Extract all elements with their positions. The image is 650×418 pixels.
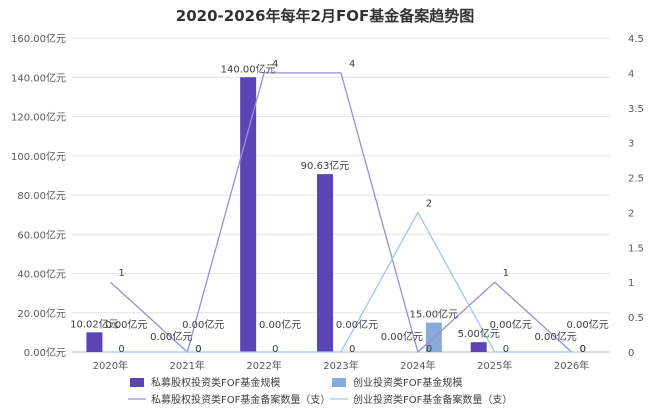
line-data-label: 0 (349, 344, 355, 355)
line-data-label: 1 (118, 268, 124, 279)
legend: 私募股权投资类FOF基金规模 创业投资类FOF基金规模私募股权投资类FOF基金备案… (128, 376, 512, 406)
line-data-label: 0 (426, 344, 432, 355)
line-data-label: 4 (272, 59, 278, 70)
bar-data-label: 0.00亿元 (490, 318, 532, 331)
lines-layer (109, 72, 573, 354)
line-vc-fof-count (110, 211, 572, 353)
legend-label: 私募股权投资类FOF基金备案数量（支） (151, 393, 330, 406)
x-tick-label: 2022年 (246, 359, 281, 372)
legend-swatch-bar (130, 378, 144, 387)
line-pe-fof-count (109, 72, 573, 354)
bar-data-label: 15.00亿元 (410, 308, 459, 321)
bar-data-label: 5.00亿元 (458, 327, 500, 340)
y-right-tick-label: 1.5 (628, 243, 644, 254)
bar-data-label: 0.00亿元 (336, 318, 378, 331)
bar-pe-fof-scale (86, 332, 103, 352)
line-data-label: 0 (580, 344, 586, 355)
y-left-tick-label: 140.00亿元 (11, 71, 66, 84)
bar-data-label: 0.00亿元 (534, 330, 576, 343)
y-right-tick-label: 2.5 (628, 174, 644, 185)
legend-label: 私募股权投资类FOF基金规模 (151, 376, 280, 389)
line-data-label: 0 (272, 344, 278, 355)
legend-label: 创业投资类FOF基金备案数量（支） (353, 393, 512, 406)
bar-data-label: 0.00亿元 (566, 318, 608, 331)
line-data-label: 0 (118, 344, 124, 355)
y-left-tick-label: 20.00亿元 (17, 307, 66, 320)
bar-data-label: 0.00亿元 (150, 330, 192, 343)
x-tick-label: 2023年 (323, 359, 358, 372)
line-data-label: 4 (349, 59, 355, 70)
bar-pe-fof-scale (470, 342, 487, 352)
bar-data-label: 90.63亿元 (301, 159, 350, 172)
bar-data-label: 140.00亿元 (221, 62, 276, 75)
y-left-tick-label: 80.00亿元 (17, 189, 66, 202)
line-data-label: 0 (503, 344, 509, 355)
x-tick-label: 2020年 (93, 359, 128, 372)
y-right-tick-label: 1 (628, 278, 634, 289)
x-tick-label: 2025年 (477, 359, 512, 372)
line-data-label: 1 (503, 268, 509, 279)
y-right-tick-label: 0 (628, 348, 634, 359)
line-data-label: 0 (195, 344, 201, 355)
bar-data-label: 0.00亿元 (259, 318, 301, 331)
chart-title: 2020-2026年每年2月FOF基金备案趋势图 (176, 7, 474, 25)
y-right-tick-label: 3 (628, 139, 634, 150)
y-left-tick-label: 60.00亿元 (17, 228, 66, 241)
y-left-tick-label: 40.00亿元 (17, 268, 66, 281)
legend-swatch-bar (332, 378, 346, 387)
left-axis: 0.00亿元 20.00亿元 40.00亿元 60.00亿元 80.00亿元 100.00… (11, 32, 66, 359)
bar-pe-fof-scale (317, 174, 333, 352)
y-left-tick-label: 160.00亿元 (11, 32, 66, 45)
x-tick-label: 2026年 (554, 359, 589, 372)
y-right-tick-label: 2 (628, 208, 634, 219)
line-data-label: 0 (580, 344, 586, 355)
line-data-label: 2 (426, 198, 432, 209)
right-axis: 0 0.5 1 1.5 2 2.5 3 3.5 4 4.5 (628, 34, 644, 359)
y-left-tick-label: 100.00亿元 (11, 150, 66, 163)
x-tick-label: 2024年 (400, 359, 435, 372)
bar-data-label: 0.00亿元 (381, 330, 423, 343)
x-axis: 2020年 2021年 2022年 2023年 2024年 2025年 2026年 (93, 359, 590, 372)
bar-data-label: 10.02亿元 (70, 317, 119, 330)
legend-label: 创业投资类FOF基金规模 (353, 376, 462, 389)
bar-pe-fof-scale (240, 77, 257, 352)
bar-data-label: 0.00亿元 (105, 318, 147, 331)
y-right-tick-label: 0.5 (628, 313, 644, 324)
bar-data-label: 0.00亿元 (182, 318, 224, 331)
y-right-tick-label: 3.5 (628, 104, 644, 115)
x-tick-label: 2021年 (170, 359, 205, 372)
y-left-tick-label: 0.00亿元 (24, 346, 66, 359)
y-right-tick-label: 4.5 (628, 34, 644, 45)
grid-layer (72, 37, 610, 353)
line-data-label: 0 (195, 344, 201, 355)
y-left-tick-label: 120.00亿元 (11, 111, 66, 124)
y-right-tick-label: 4 (628, 69, 634, 80)
